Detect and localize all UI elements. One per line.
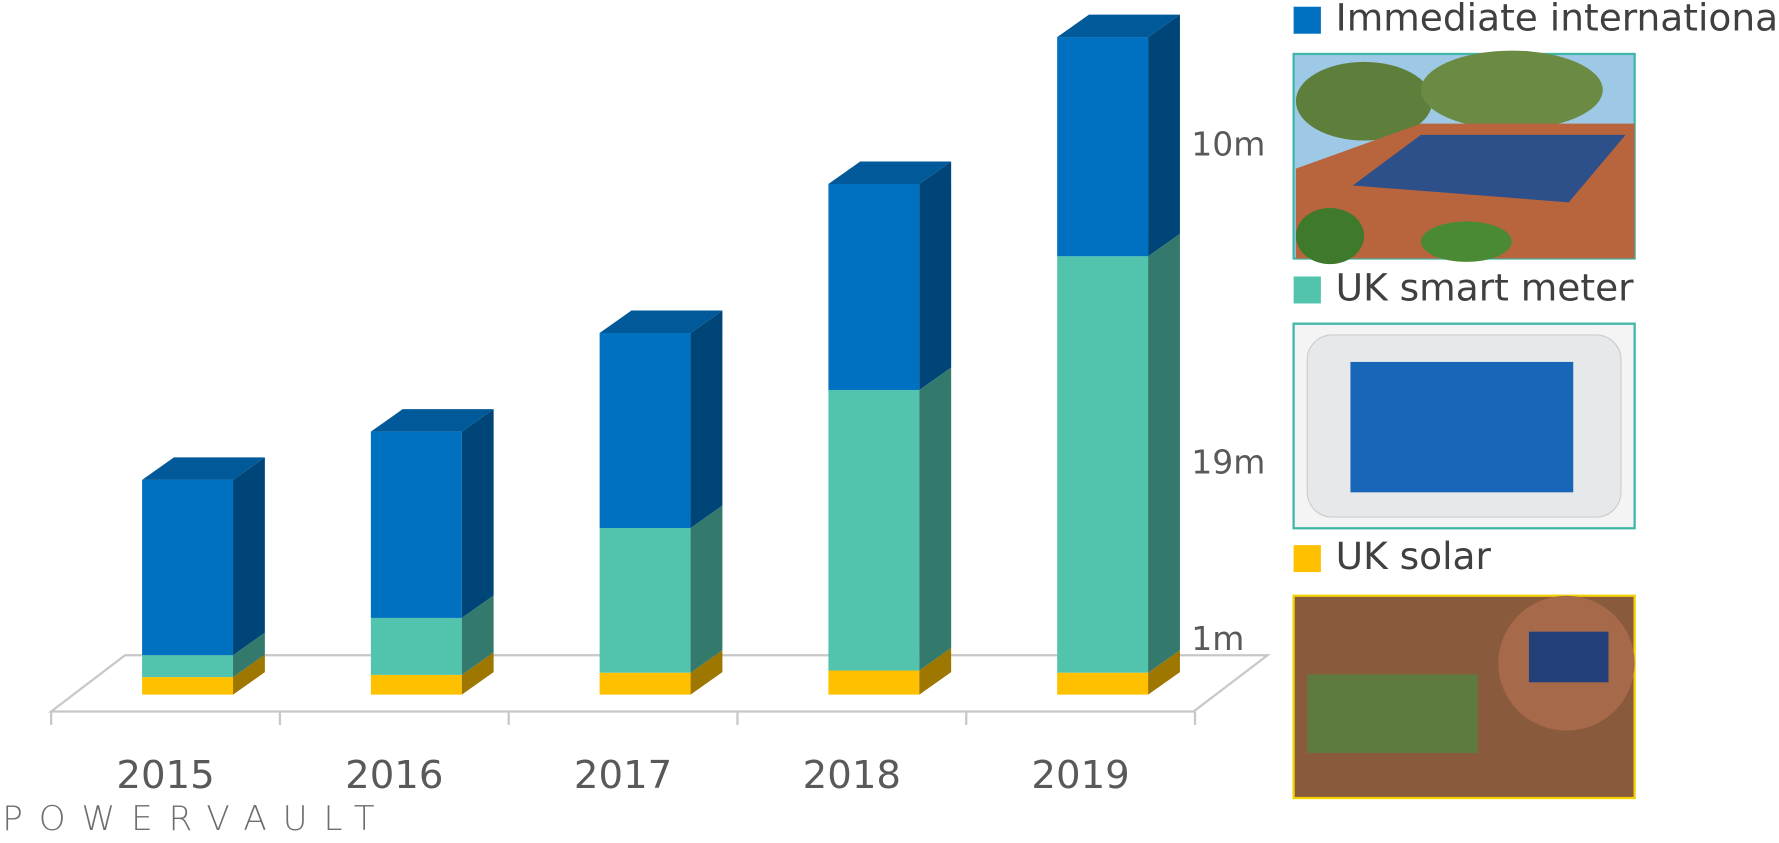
bar-side <box>691 506 723 673</box>
value-label: 1m <box>1191 620 1244 658</box>
x-tick-label: 2017 <box>574 753 672 798</box>
bar-side <box>233 457 265 655</box>
bar-segment <box>371 675 462 695</box>
x-tick-label: 2019 <box>1031 753 1129 798</box>
bar-segment <box>142 655 233 677</box>
bar-segment <box>142 480 233 655</box>
bar-segment <box>828 184 919 390</box>
x-tick-label: 2015 <box>116 753 214 798</box>
bar-side <box>919 161 951 390</box>
legend-label: UK solar <box>1336 534 1492 578</box>
bar-side <box>1148 15 1180 257</box>
solar-roof-image <box>1294 51 1635 265</box>
bar-segment <box>1057 37 1148 256</box>
chart: 2015 2016 2017 2018 2019 1m 19m 10m Immediate in… <box>0 0 1779 843</box>
bar-segment <box>1057 673 1148 695</box>
bar-segment <box>828 390 919 671</box>
bar-side <box>919 367 951 670</box>
value-label: 19m <box>1191 444 1265 482</box>
legend-images <box>1294 51 1635 798</box>
bar-segment <box>371 618 462 675</box>
bar-segment <box>1057 256 1148 672</box>
legend-label: Immediate international <box>1336 0 1779 40</box>
legend-swatch <box>1294 277 1321 304</box>
x-tick-label: 2016 <box>345 753 443 798</box>
bar-segment <box>371 432 462 618</box>
smart-meter-image <box>1294 324 1635 529</box>
bar-segment <box>600 333 691 528</box>
bar-segment <box>142 677 233 695</box>
bar-side <box>1148 234 1180 673</box>
bar-side <box>462 409 494 618</box>
bar-side <box>691 311 723 529</box>
bar-segment <box>600 673 691 695</box>
legend-swatch <box>1294 545 1321 572</box>
x-tick-label: 2018 <box>803 753 901 798</box>
logo: POWERVAULT <box>2 799 390 838</box>
bar-segment <box>828 671 919 695</box>
bar-segment <box>600 528 691 673</box>
legend-swatch <box>1294 7 1321 34</box>
houses-image <box>1294 596 1635 798</box>
legend-label: UK smart meter <box>1336 266 1635 310</box>
value-label: 10m <box>1191 126 1265 164</box>
